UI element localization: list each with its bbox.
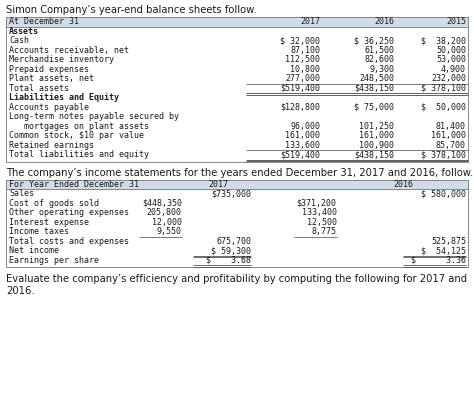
Text: 8,775: 8,775 [311, 227, 337, 236]
Text: 675,700: 675,700 [216, 237, 251, 246]
Text: mortgages on plant assets: mortgages on plant assets [9, 122, 149, 131]
Text: $ 378,100: $ 378,100 [421, 150, 466, 159]
Text: Assets: Assets [9, 27, 39, 36]
Text: The company’s income statements for the years ended December 31, 2017 and 2016, : The company’s income statements for the … [6, 168, 473, 178]
Text: Sales: Sales [9, 189, 34, 198]
Text: 161,000: 161,000 [285, 131, 320, 140]
Text: Total costs and expenses: Total costs and expenses [9, 237, 129, 246]
Text: 277,000: 277,000 [285, 74, 320, 83]
Text: 10,800: 10,800 [291, 65, 320, 74]
Text: Retained earnings: Retained earnings [9, 141, 94, 150]
Bar [6, 17, 468, 27]
Text: 53,000: 53,000 [436, 55, 466, 64]
Text: $    3.68: $ 3.68 [206, 256, 251, 265]
Text: $ 32,000: $ 32,000 [281, 36, 320, 45]
Bar [6, 17, 468, 27]
Text: $735,000: $735,000 [211, 189, 251, 198]
Bar [6, 179, 468, 189]
Text: 112,500: 112,500 [285, 55, 320, 64]
Text: $448,350: $448,350 [142, 199, 182, 208]
Text: Income taxes: Income taxes [9, 227, 69, 236]
Text: Net income: Net income [9, 246, 59, 255]
Text: $  38,200: $ 38,200 [421, 36, 466, 45]
Text: $      3.36: $ 3.36 [411, 256, 466, 265]
Text: 4,900: 4,900 [441, 65, 466, 74]
Text: Plant assets, net: Plant assets, net [9, 74, 94, 83]
Text: Accounts receivable, net: Accounts receivable, net [9, 46, 129, 55]
Text: 12,000: 12,000 [152, 218, 182, 227]
Text: Evaluate the company’s efficiency and profitability by computing the following f: Evaluate the company’s efficiency and pr… [6, 274, 467, 296]
Text: 2017: 2017 [209, 180, 228, 189]
Text: 82,600: 82,600 [365, 55, 394, 64]
Text: Long-term notes payable secured by: Long-term notes payable secured by [9, 112, 179, 121]
Text: 161,000: 161,000 [359, 131, 394, 140]
Text: 101,250: 101,250 [359, 122, 394, 131]
Text: $ 59,300: $ 59,300 [211, 246, 251, 255]
Text: Cost of goods sold: Cost of goods sold [9, 199, 99, 208]
Text: $438,150: $438,150 [355, 150, 394, 159]
Text: $  50,000: $ 50,000 [421, 103, 466, 112]
Text: 2015: 2015 [446, 17, 466, 26]
Text: 12,500: 12,500 [307, 218, 337, 227]
Text: 525,875: 525,875 [431, 237, 466, 246]
Text: Merchandise inventory: Merchandise inventory [9, 55, 114, 64]
Text: $519,400: $519,400 [281, 84, 320, 93]
Text: $438,150: $438,150 [355, 84, 394, 93]
Text: 133,400: 133,400 [301, 208, 337, 217]
Text: $371,200: $371,200 [297, 199, 337, 208]
Text: For Year Ended December 31: For Year Ended December 31 [9, 180, 139, 189]
Text: $ 580,000: $ 580,000 [421, 189, 466, 198]
Text: 9,300: 9,300 [369, 65, 394, 74]
Text: $ 378,100: $ 378,100 [421, 84, 466, 93]
Text: 100,900: 100,900 [359, 141, 394, 150]
Text: Total assets: Total assets [9, 84, 69, 93]
Text: 248,500: 248,500 [359, 74, 394, 83]
Bar [6, 179, 468, 267]
Text: 85,700: 85,700 [436, 141, 466, 150]
Text: 9,550: 9,550 [157, 227, 182, 236]
Text: 87,100: 87,100 [291, 46, 320, 55]
Bar [6, 17, 468, 161]
Text: $519,400: $519,400 [281, 150, 320, 159]
Text: $  54,125: $ 54,125 [421, 246, 466, 255]
Text: Other operating expenses: Other operating expenses [9, 208, 129, 217]
Text: Liabilities and Equity: Liabilities and Equity [9, 93, 119, 102]
Text: 50,000: 50,000 [436, 46, 466, 55]
Text: 232,000: 232,000 [431, 74, 466, 83]
Text: Common stock, $10 par value: Common stock, $10 par value [9, 131, 144, 140]
Text: $128,800: $128,800 [281, 103, 320, 112]
Text: Interest expense: Interest expense [9, 218, 89, 227]
Text: At December 31: At December 31 [9, 17, 79, 26]
Text: $ 75,000: $ 75,000 [355, 103, 394, 112]
Text: 81,400: 81,400 [436, 122, 466, 131]
Text: 133,600: 133,600 [285, 141, 320, 150]
Bar [6, 179, 468, 189]
Text: 161,000: 161,000 [431, 131, 466, 140]
Text: Earnings per share: Earnings per share [9, 256, 99, 265]
Text: Cash: Cash [9, 36, 29, 45]
Text: Total liabilities and equity: Total liabilities and equity [9, 150, 149, 159]
Text: 96,000: 96,000 [291, 122, 320, 131]
Text: Simon Company’s year-end balance sheets follow.: Simon Company’s year-end balance sheets … [6, 5, 256, 15]
Text: 2017: 2017 [301, 17, 320, 26]
Text: 2016: 2016 [393, 180, 413, 189]
Text: $ 36,250: $ 36,250 [355, 36, 394, 45]
Text: 2016: 2016 [374, 17, 394, 26]
Text: 61,500: 61,500 [365, 46, 394, 55]
Text: Prepaid expenses: Prepaid expenses [9, 65, 89, 74]
Text: Accounts payable: Accounts payable [9, 103, 89, 112]
Text: 205,800: 205,800 [147, 208, 182, 217]
